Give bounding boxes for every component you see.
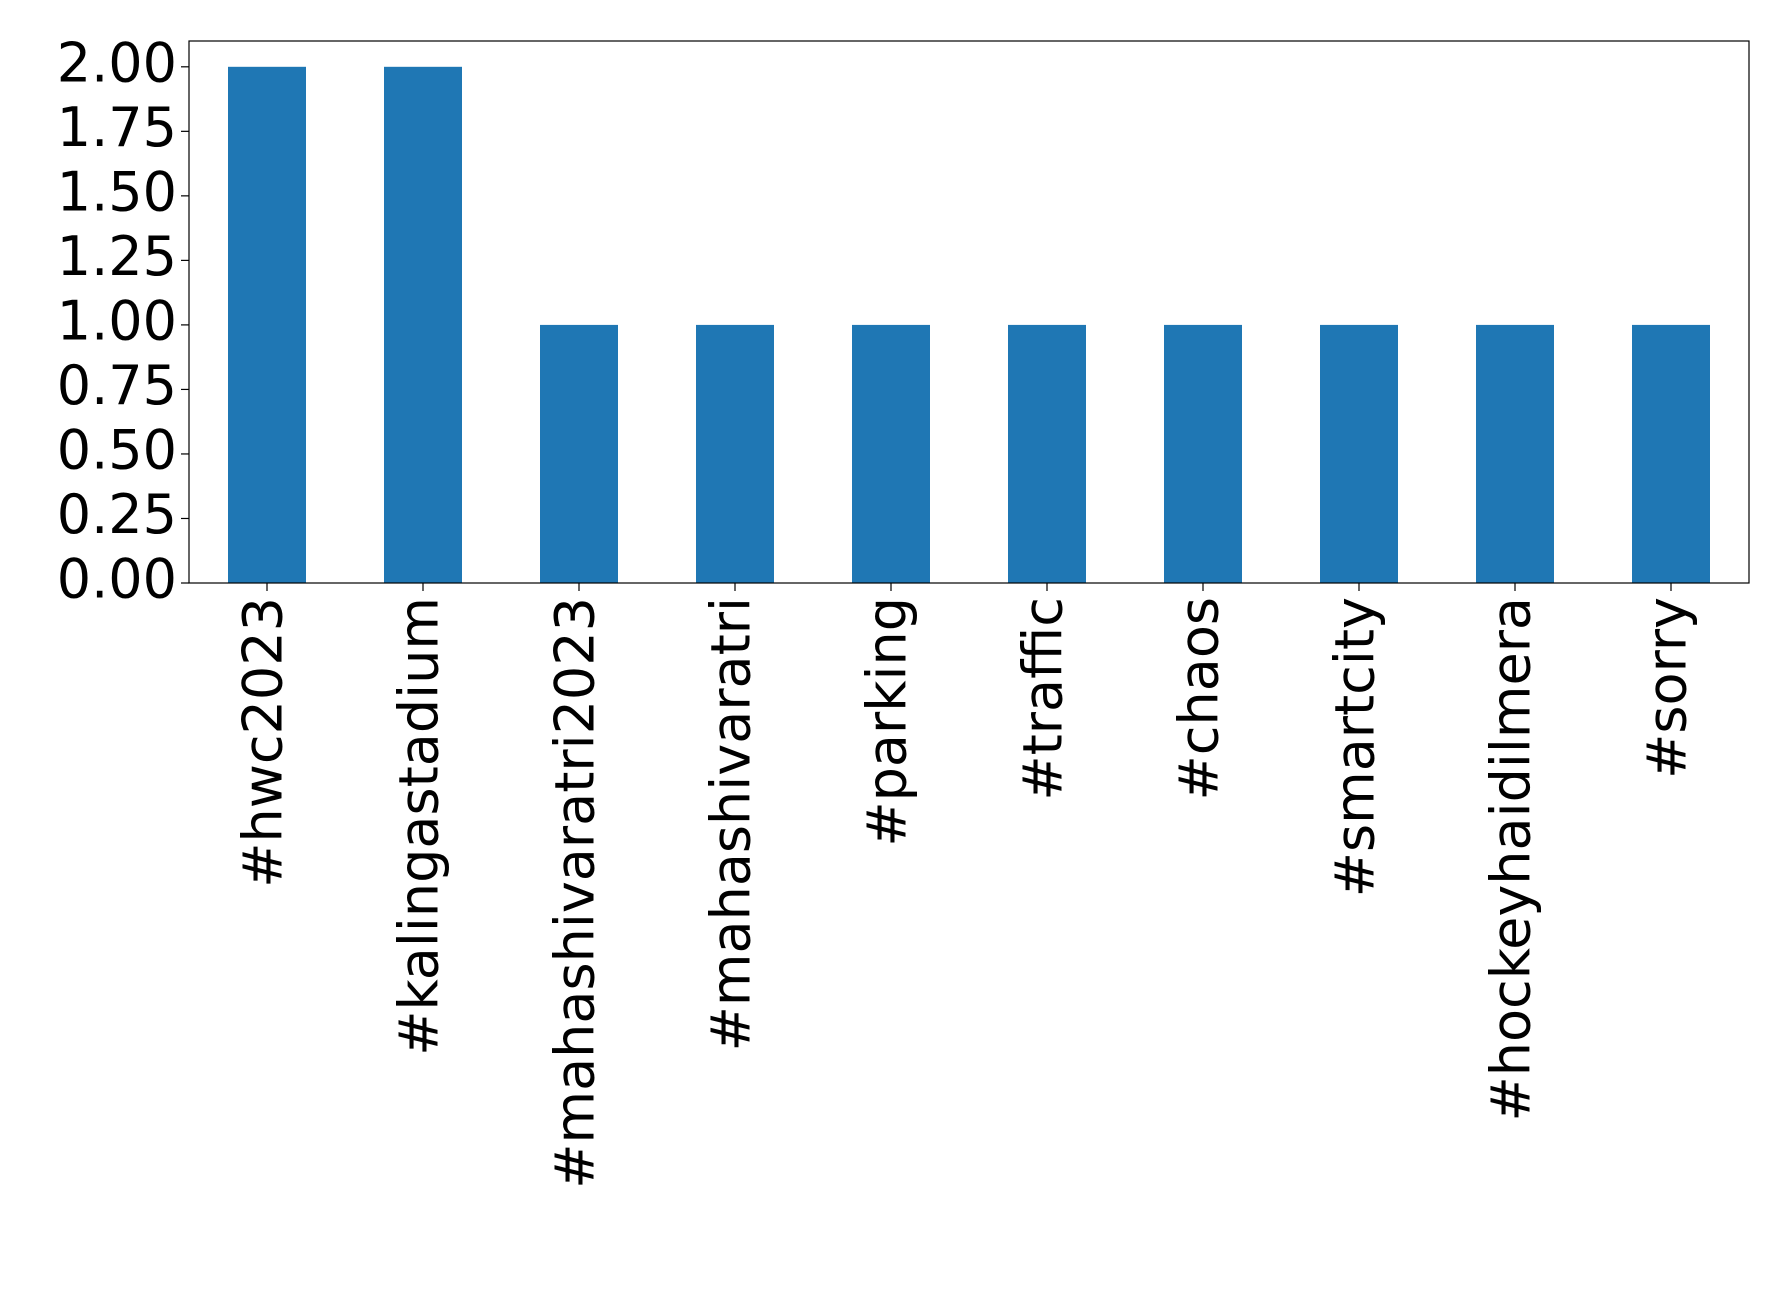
bar	[852, 324, 930, 583]
x-tick-label: #sorry	[1636, 597, 1699, 779]
x-tick-label: #hwc2023	[232, 597, 295, 888]
x-tick-label: #smartcity	[1324, 597, 1387, 897]
x-tick-label: #mahashivaratri2023	[544, 597, 607, 1189]
y-tick-label: 1.25	[57, 225, 177, 288]
bar	[228, 66, 306, 584]
axes-frame	[188, 40, 1750, 584]
bar	[540, 324, 618, 583]
y-tick-label: 0.50	[57, 419, 177, 482]
bar	[1320, 324, 1398, 583]
x-tick-label: #mahashivaratri	[700, 597, 763, 1051]
bar	[384, 66, 462, 584]
x-tick-label: #chaos	[1168, 597, 1231, 800]
bar	[1632, 324, 1710, 583]
bar	[1008, 324, 1086, 583]
x-tick-label: #kalingastadium	[388, 597, 451, 1056]
bar	[1164, 324, 1242, 583]
y-tick-label: 0.25	[57, 483, 177, 546]
bar	[1476, 324, 1554, 583]
x-tick-label: #hockeyhaidilmera	[1480, 597, 1543, 1121]
y-tick-label: 1.50	[57, 160, 177, 223]
bar	[696, 324, 774, 583]
y-tick-label: 0.00	[57, 548, 177, 611]
y-tick-label: 2.00	[57, 31, 177, 94]
y-tick-label: 1.00	[57, 290, 177, 353]
y-tick-label: 0.75	[57, 354, 177, 417]
x-tick-label: #parking	[856, 597, 919, 847]
y-tick-label: 1.75	[57, 96, 177, 159]
x-tick-label: #traffic	[1012, 597, 1075, 801]
